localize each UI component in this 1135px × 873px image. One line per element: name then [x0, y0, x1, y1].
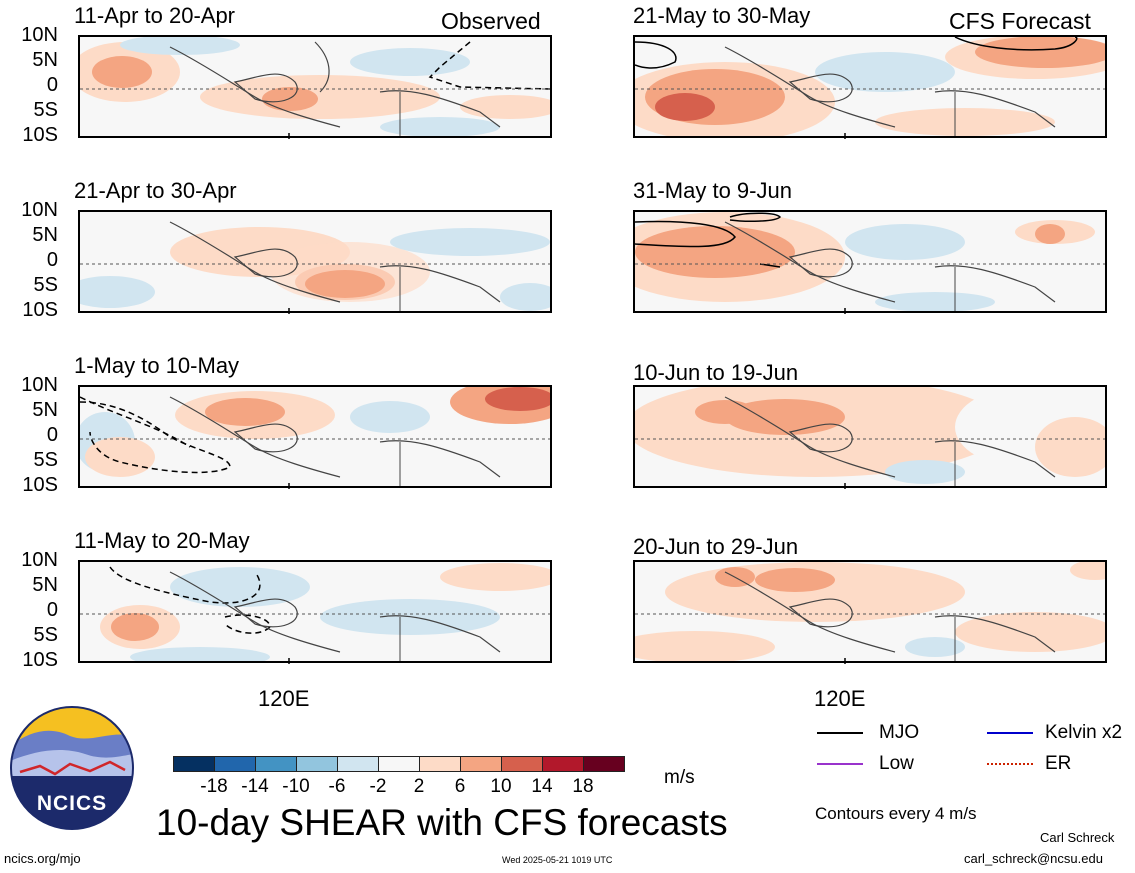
colorbar-tick-label: 14	[531, 776, 553, 797]
y-tick-label: 10N	[21, 549, 58, 571]
shear-map-panel-obs-2	[78, 210, 552, 313]
colorbar-tick-label: 18	[572, 776, 594, 797]
panel-title: 20-Jun to 29-Jun	[633, 534, 799, 559]
shear-map-panel-obs-3	[78, 385, 552, 488]
y-tick-label: 0	[46, 249, 58, 271]
y-tick-label: 10N	[21, 24, 58, 46]
observed-tag: Observed	[441, 8, 541, 34]
shear-map-panel-fcst-4	[633, 560, 1107, 663]
y-tick-label: 5S	[33, 274, 58, 296]
colorbar-tick-label: -18	[200, 776, 228, 797]
y-tick-label: 5S	[33, 99, 58, 121]
legend-line-low	[817, 763, 863, 765]
shear-map-panel-obs-1	[78, 35, 552, 138]
colorbar-swatch	[214, 756, 256, 772]
y-tick-label: 5S	[33, 449, 58, 471]
legend-label: Low	[879, 753, 914, 774]
panel-title: 11-May to 20-May	[74, 528, 250, 553]
y-tick-label: 10N	[21, 199, 58, 221]
colorbar-swatch	[501, 756, 543, 772]
colorbar-swatch	[337, 756, 379, 772]
colorbar-swatch	[460, 756, 502, 772]
colorbar-swatch	[542, 756, 584, 772]
colorbar-tick-label: -2	[369, 776, 387, 797]
legend-label: Kelvin x2	[1045, 722, 1123, 743]
y-tick-label: 10S	[22, 649, 58, 671]
colorbar-tick-label: 6	[454, 776, 466, 797]
footer-url: ncics.org/mjo	[4, 851, 81, 866]
y-tick-label: 5N	[32, 224, 58, 246]
colorbar-swatch	[255, 756, 297, 772]
y-tick-label: 5N	[32, 574, 58, 596]
y-tick-label: 10S	[22, 299, 58, 321]
colorbar-swatch	[378, 756, 420, 772]
colorbar-tick-label: 2	[413, 776, 425, 797]
shear-map-panel-fcst-2	[633, 210, 1107, 313]
panel-title: 10-Jun to 19-Jun	[633, 360, 799, 385]
cfs-forecast-tag: CFS Forecast	[949, 8, 1091, 34]
y-tick-label: 10S	[22, 474, 58, 496]
contour-note: Contours every 4 m/s	[815, 804, 977, 823]
panel-title: 11-Apr to 20-Apr	[74, 3, 236, 28]
panel-title: 31-May to 9-Jun	[633, 178, 792, 203]
y-tick-label: 0	[46, 424, 58, 446]
main-title: 10-day SHEAR with CFS forecasts	[156, 802, 728, 843]
shear-map-panel-fcst-1	[633, 35, 1107, 138]
y-tick-label: 5S	[33, 624, 58, 646]
y-tick-label: 5N	[32, 49, 58, 71]
colorbar-tick-label: -14	[241, 776, 269, 797]
colorbar-swatch	[583, 756, 625, 772]
y-tick-label: 0	[46, 74, 58, 96]
footer-email: carl_schreck@ncsu.edu	[964, 851, 1103, 866]
x-tick-label: 120E	[814, 686, 866, 711]
colorbar-swatch	[173, 756, 215, 772]
logo-text: NCICS	[36, 792, 108, 815]
ncics-logo: NCICS	[10, 706, 134, 830]
shear-map-panel-obs-4	[78, 560, 552, 663]
colorbar-tick-label: -10	[282, 776, 310, 797]
y-tick-label: 10N	[21, 374, 58, 396]
legend-line-mjo	[817, 732, 863, 734]
y-tick-label: 10S	[22, 124, 58, 146]
footer-timestamp: Wed 2025-05-21 1019 UTC	[502, 855, 613, 865]
legend-line-kelvin	[987, 732, 1033, 734]
colorbar-unit: m/s	[664, 767, 695, 788]
colorbar-swatch	[419, 756, 461, 772]
colorbar-tick-label: -6	[328, 776, 346, 797]
shear-map-panel-fcst-3	[633, 385, 1107, 488]
legend-line-er	[987, 763, 1033, 765]
x-tick-label: 120E	[258, 686, 310, 711]
legend-label: MJO	[879, 722, 920, 743]
panel-title: 21-May to 30-May	[633, 3, 811, 28]
colorbar-tick-label: 10	[490, 776, 512, 797]
legend-label: ER	[1045, 753, 1072, 774]
footer-author: Carl Schreck	[1040, 830, 1115, 845]
y-tick-label: 0	[46, 599, 58, 621]
colorbar-swatch	[296, 756, 338, 772]
panel-title: 1-May to 10-May	[74, 353, 240, 378]
panel-title: 21-Apr to 30-Apr	[74, 178, 237, 203]
y-tick-label: 5N	[32, 399, 58, 421]
